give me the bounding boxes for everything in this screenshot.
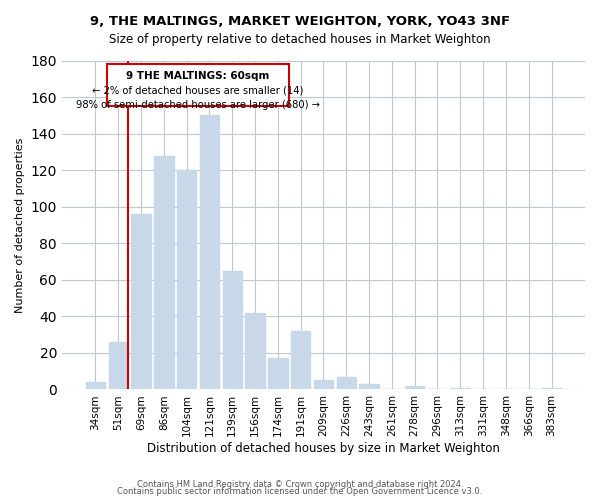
- Bar: [542, 388, 561, 390]
- Text: Contains HM Land Registry data © Crown copyright and database right 2024.: Contains HM Land Registry data © Crown c…: [137, 480, 463, 489]
- Bar: [337, 376, 356, 390]
- Text: 98% of semi-detached houses are larger (680) →: 98% of semi-detached houses are larger (…: [76, 100, 320, 110]
- Text: 9 THE MALTINGS: 60sqm: 9 THE MALTINGS: 60sqm: [127, 70, 270, 81]
- Bar: [200, 116, 219, 390]
- FancyBboxPatch shape: [107, 64, 289, 106]
- Y-axis label: Number of detached properties: Number of detached properties: [15, 138, 25, 312]
- Bar: [223, 270, 242, 390]
- Bar: [291, 331, 310, 390]
- Bar: [314, 380, 333, 390]
- Bar: [154, 156, 173, 390]
- Bar: [405, 386, 424, 390]
- Bar: [86, 382, 105, 390]
- Bar: [451, 388, 470, 390]
- Text: ← 2% of detached houses are smaller (14): ← 2% of detached houses are smaller (14): [92, 85, 304, 95]
- X-axis label: Distribution of detached houses by size in Market Weighton: Distribution of detached houses by size …: [147, 442, 500, 455]
- Text: Contains public sector information licensed under the Open Government Licence v3: Contains public sector information licen…: [118, 487, 482, 496]
- Bar: [109, 342, 128, 390]
- Text: 9, THE MALTINGS, MARKET WEIGHTON, YORK, YO43 3NF: 9, THE MALTINGS, MARKET WEIGHTON, YORK, …: [90, 15, 510, 28]
- Bar: [177, 170, 196, 390]
- Bar: [268, 358, 287, 390]
- Bar: [245, 312, 265, 390]
- Bar: [131, 214, 151, 390]
- Text: Size of property relative to detached houses in Market Weighton: Size of property relative to detached ho…: [109, 32, 491, 46]
- Bar: [359, 384, 379, 390]
